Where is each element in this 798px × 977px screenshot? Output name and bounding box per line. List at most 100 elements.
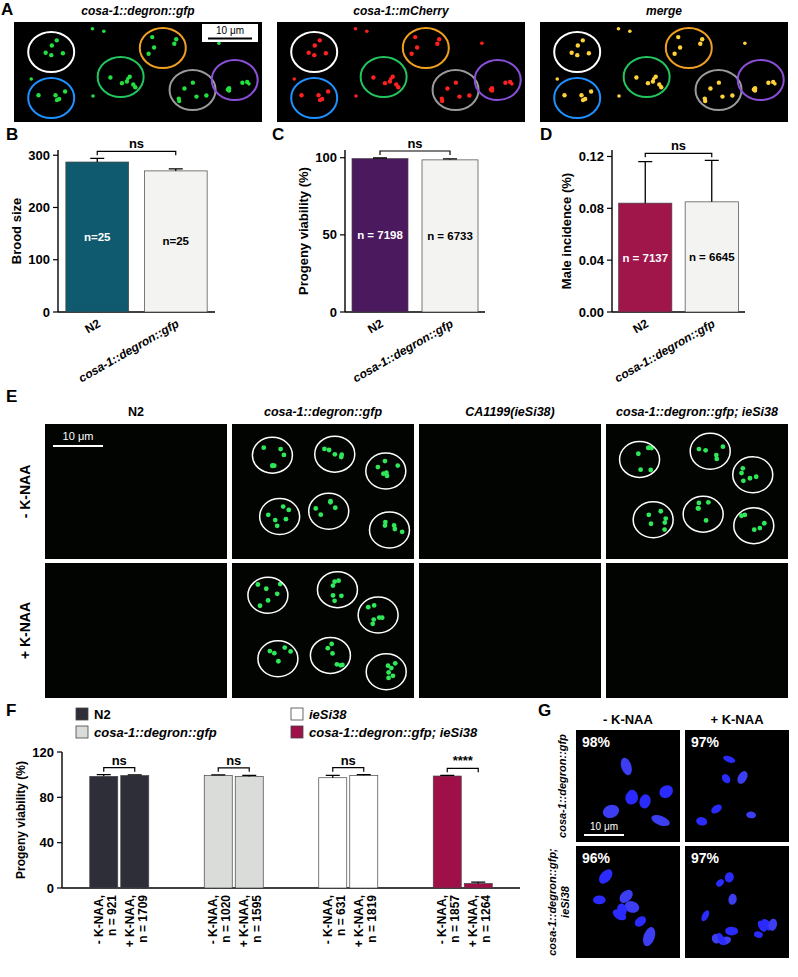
label-line: + K-NAA, (237, 895, 251, 947)
y-tick-label: 100 (315, 150, 337, 165)
focus-dot (385, 473, 390, 478)
focus-dot (562, 93, 566, 97)
focus-dot (663, 516, 668, 521)
scale-bar-label: 10 μm (216, 25, 244, 36)
row-label: - K-NAA (17, 465, 33, 519)
error-bar (638, 162, 652, 203)
label-line: n = 1819 (365, 895, 379, 943)
x-tick-label: + K-NAA,n = 1595 (237, 895, 264, 948)
stray-dot (617, 27, 621, 31)
micrograph-content (601, 756, 676, 828)
column-title: cosa-1::degron::gfp; ieSi38 (616, 405, 778, 419)
significance-bracket (380, 151, 450, 155)
focus-dot (318, 512, 323, 517)
nucleus (616, 903, 628, 917)
nucleus (601, 803, 621, 821)
focus-dot (696, 506, 701, 511)
focus-dot (275, 523, 280, 528)
micrograph (232, 424, 414, 559)
row-label: cosa-1::degron::gfp (556, 734, 568, 838)
row-label: cosa-1::degron::gfp;ieSi38 (546, 848, 571, 956)
panel-letter: B (6, 125, 18, 144)
y-tick-label: 80 (40, 790, 54, 805)
error-bar (357, 774, 371, 776)
nucleus-outline (291, 32, 337, 72)
significance-bracket (645, 153, 712, 157)
figure: Acosa-1::degron::gfpcosa-1::mCherrymerge… (0, 0, 798, 977)
focus-dot (36, 93, 40, 97)
focus-dot (739, 513, 744, 518)
focus-dot (49, 53, 53, 57)
focus-dot (261, 445, 266, 450)
y-tick-label: 50 (323, 227, 337, 242)
focus-dot (177, 99, 181, 103)
y-axis-title: Progeny viability (%) (296, 167, 311, 295)
error-bar (705, 160, 719, 201)
focus-dot (703, 448, 708, 453)
focus-dot (708, 86, 712, 90)
focus-dot (371, 75, 375, 79)
y-tick (57, 797, 62, 798)
nucleus (756, 919, 768, 933)
focus-dot (61, 51, 65, 55)
bar (66, 162, 129, 312)
bar (352, 159, 408, 312)
focus-dot (383, 459, 388, 464)
image-title: cosa-1::mCherry (353, 4, 450, 18)
significance-label: ns (226, 753, 241, 768)
plot-area (90, 775, 493, 888)
nucleus (657, 783, 676, 801)
nucleus-outline (624, 57, 670, 97)
nucleus-outline (369, 512, 409, 548)
error-bar (211, 774, 225, 776)
focus-dot (752, 87, 756, 91)
bar (90, 776, 118, 888)
nucleus-outline (28, 78, 74, 118)
focus-dot (330, 651, 335, 656)
y-tick-label: 0.04 (579, 253, 605, 268)
focus-dot (240, 81, 244, 85)
error-bar (128, 774, 142, 776)
stray-dot (652, 77, 656, 81)
focus-dot (646, 512, 651, 517)
nucleus (715, 931, 727, 946)
focus-dot (386, 670, 391, 675)
sample-size-label: n=25 (84, 231, 111, 243)
focus-dot (386, 675, 391, 680)
micrograph (419, 563, 601, 698)
focus-dot (288, 649, 293, 654)
stray-dot (102, 29, 106, 33)
focus-dot (146, 52, 150, 56)
error-bar (242, 775, 256, 776)
nucleus-outline (666, 28, 712, 68)
focus-dot (332, 598, 337, 603)
focus-dot (748, 476, 753, 481)
y-tick (53, 311, 58, 312)
focus-dot (717, 80, 721, 84)
significance-label: ns (407, 136, 422, 151)
focus-dot (714, 457, 719, 462)
column-title: N2 (128, 405, 144, 419)
column-title: - K-NAA (603, 712, 653, 727)
focus-dot (636, 451, 641, 456)
nucleus-outline (170, 70, 216, 110)
nucleus-outline (366, 453, 406, 489)
focus-dot (649, 521, 654, 526)
focus-dot (752, 527, 757, 532)
focus-dot (324, 51, 328, 55)
focus-dot (741, 478, 746, 483)
y-tick-label: 100 (28, 252, 50, 267)
focus-dot (108, 75, 112, 79)
focus-dot (766, 81, 770, 85)
focus-dot (282, 453, 287, 458)
focus-dot (454, 80, 458, 84)
significance-label: ns (129, 136, 144, 151)
focus-dot (372, 603, 377, 608)
focus-dot (53, 93, 57, 97)
focus-dot (322, 447, 327, 452)
y-tick-label: 0.12 (579, 149, 604, 164)
nucleus-outline (733, 457, 773, 493)
focus-dot (266, 512, 271, 517)
nucleus-outline (212, 60, 258, 100)
focus-dot (704, 518, 709, 523)
